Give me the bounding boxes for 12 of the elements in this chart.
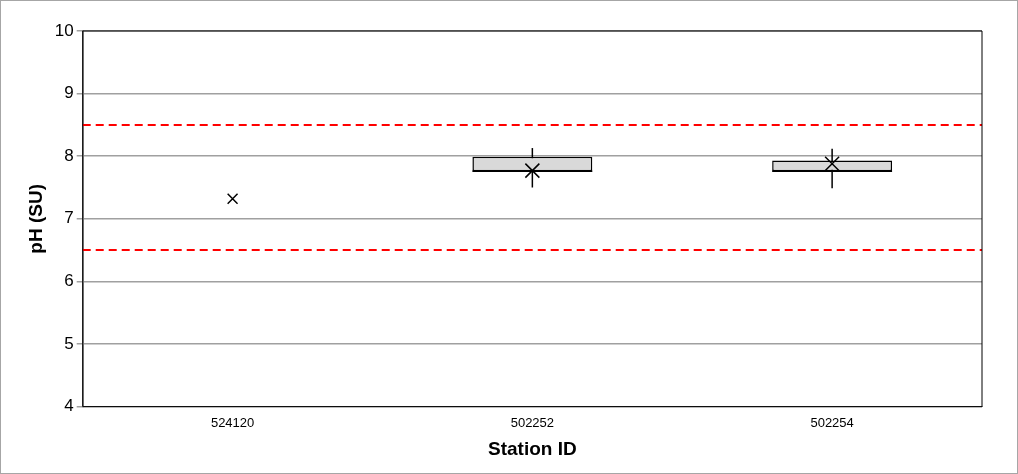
y-tick-label: 8 xyxy=(64,145,74,165)
x-tick-label: 524120 xyxy=(210,414,255,430)
y-tick-label: 6 xyxy=(64,271,74,291)
y-tick-label: 5 xyxy=(64,333,74,353)
y-tick-label: 7 xyxy=(64,208,74,228)
y-tick-label: 9 xyxy=(64,83,74,103)
y-axis-title: pH (SU) xyxy=(24,183,46,254)
x-tick-label: 502254 xyxy=(810,414,854,430)
y-tick-label: 4 xyxy=(64,396,74,416)
x-tick-label: 502252 xyxy=(510,414,555,430)
y-tick-label: 10 xyxy=(54,20,74,40)
x-axis-title: Station ID xyxy=(488,437,577,459)
